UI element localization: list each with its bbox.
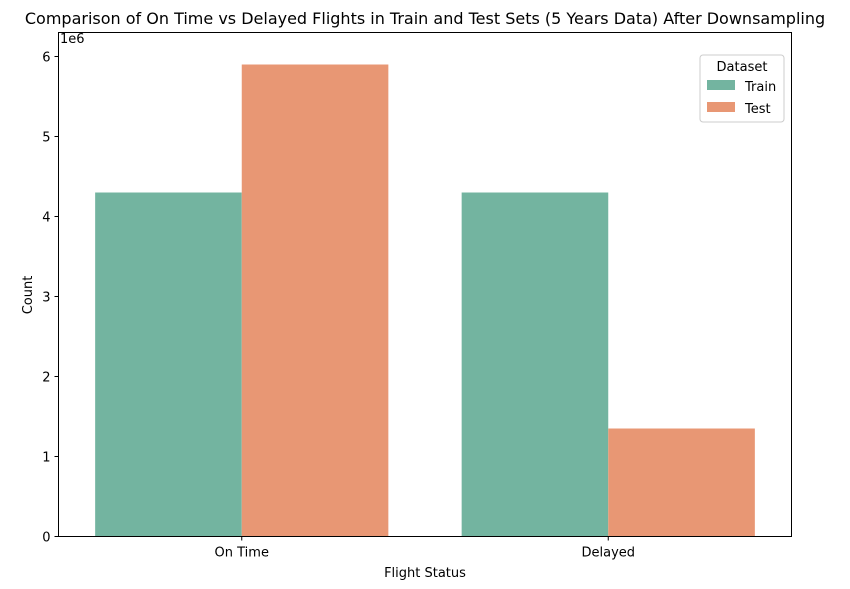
y-axis-label: Count: [21, 276, 36, 315]
y-tick-label: 4: [42, 211, 50, 226]
legend-swatch-train: [707, 80, 735, 90]
x-tick-label: Delayed: [581, 546, 635, 561]
bar-train-on-time: [95, 192, 242, 537]
y-tick-label: 3: [42, 291, 50, 306]
y-tick-label: 6: [42, 51, 50, 66]
bar-test-on-time: [241, 64, 389, 537]
x-axis-label: Flight Status: [384, 566, 466, 581]
y-multiplier-label: 1e6: [60, 32, 85, 47]
y-tick-label: 5: [42, 131, 50, 146]
plot-frame: [58, 32, 792, 537]
bar-train-delayed: [461, 192, 609, 537]
legend-swatch-test: [707, 102, 735, 112]
y-ticks: 0 1 2 3 4 5 6: [42, 51, 59, 546]
x-ticks: On Time Delayed: [215, 536, 635, 561]
x-tick-label: On Time: [215, 546, 269, 561]
chart-title: Comparison of On Time vs Delayed Flights…: [25, 9, 825, 28]
bar-test-delayed: [608, 428, 755, 537]
legend-label-test: Test: [744, 102, 771, 117]
legend-title: Dataset: [717, 60, 768, 75]
legend: Dataset Train Test: [699, 54, 785, 123]
y-tick-label: 0: [42, 531, 50, 546]
bars-group: [95, 64, 755, 537]
y-tick-label: 1: [42, 451, 50, 466]
legend-label-train: Train: [744, 80, 776, 95]
y-tick-label: 2: [42, 371, 50, 386]
